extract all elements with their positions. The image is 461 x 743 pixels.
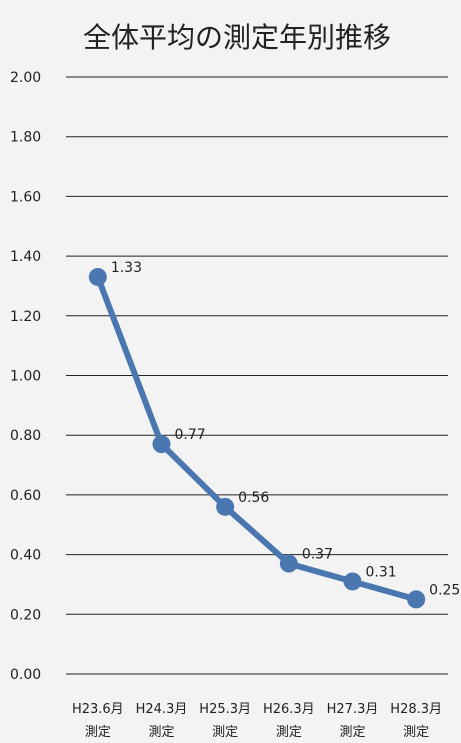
y-tick-label: 1.40 xyxy=(10,249,41,265)
gridlines xyxy=(66,76,448,675)
x-tick-label: H28.3月測定 xyxy=(390,702,442,740)
data-label: 0.77 xyxy=(175,427,206,443)
chart-title: 全体平均の測定年別推移 xyxy=(83,21,391,54)
data-point xyxy=(407,590,426,609)
data-label: 0.37 xyxy=(302,547,333,563)
x-tick-label: H24.3月測定 xyxy=(136,702,188,740)
data-label: 1.33 xyxy=(111,260,142,276)
y-axis-tick-labels: 0.00 0.20 0.40 0.60 0.80 1.00 1.20 1.40 1.60 1.80… xyxy=(10,70,41,683)
series xyxy=(88,267,426,609)
data-point xyxy=(216,497,235,516)
y-tick-label: 2.00 xyxy=(10,70,41,86)
y-tick-label: 0.60 xyxy=(10,488,41,504)
y-tick-label: 1.60 xyxy=(10,189,41,205)
x-tick-label-line: 測定 xyxy=(403,725,429,740)
x-tick-label-line: H25.3月 xyxy=(199,702,251,717)
x-tick-label-line: H26.3月 xyxy=(263,702,315,717)
x-tick-label-line: 測定 xyxy=(339,725,365,740)
x-axis-tick-labels: H23.6月測定H24.3月測定H25.3月測定H26.3月測定H27.3月測定… xyxy=(72,702,442,740)
y-tick-label: 0.40 xyxy=(10,548,41,564)
y-tick-label: 1.00 xyxy=(10,369,41,385)
series-line xyxy=(94,273,420,603)
data-point xyxy=(279,554,298,573)
x-tick-label: H23.6月測定 xyxy=(72,702,124,740)
y-tick-label: 0.20 xyxy=(10,607,41,623)
x-tick-label-line: 測定 xyxy=(212,725,238,740)
data-point xyxy=(343,572,362,591)
x-tick-label-line: H23.6月 xyxy=(72,702,124,717)
y-tick-label: 0.80 xyxy=(10,428,41,444)
x-tick-label-line: 測定 xyxy=(85,725,111,740)
x-tick-label: H27.3月測定 xyxy=(327,702,379,740)
data-labels: 1.33 0.77 0.56 0.37 0.31 0.25 xyxy=(111,260,461,598)
y-tick-label: 0.00 xyxy=(10,667,41,683)
x-tick-label-line: 測定 xyxy=(276,725,302,740)
x-tick-label: H26.3月測定 xyxy=(263,702,315,740)
data-point xyxy=(152,435,171,454)
data-point xyxy=(88,267,107,286)
x-tick-label-line: H24.3月 xyxy=(136,702,188,717)
data-label: 0.25 xyxy=(429,582,460,598)
x-tick-label-line: H27.3月 xyxy=(327,702,379,717)
x-tick-label-line: H28.3月 xyxy=(390,702,442,717)
y-tick-label: 1.20 xyxy=(10,309,41,325)
x-tick-label-line: 測定 xyxy=(148,725,174,740)
x-tick-label: H25.3月測定 xyxy=(199,702,251,740)
data-label: 0.31 xyxy=(366,564,397,580)
y-tick-label: 1.80 xyxy=(10,130,41,146)
data-label: 0.56 xyxy=(238,490,269,506)
